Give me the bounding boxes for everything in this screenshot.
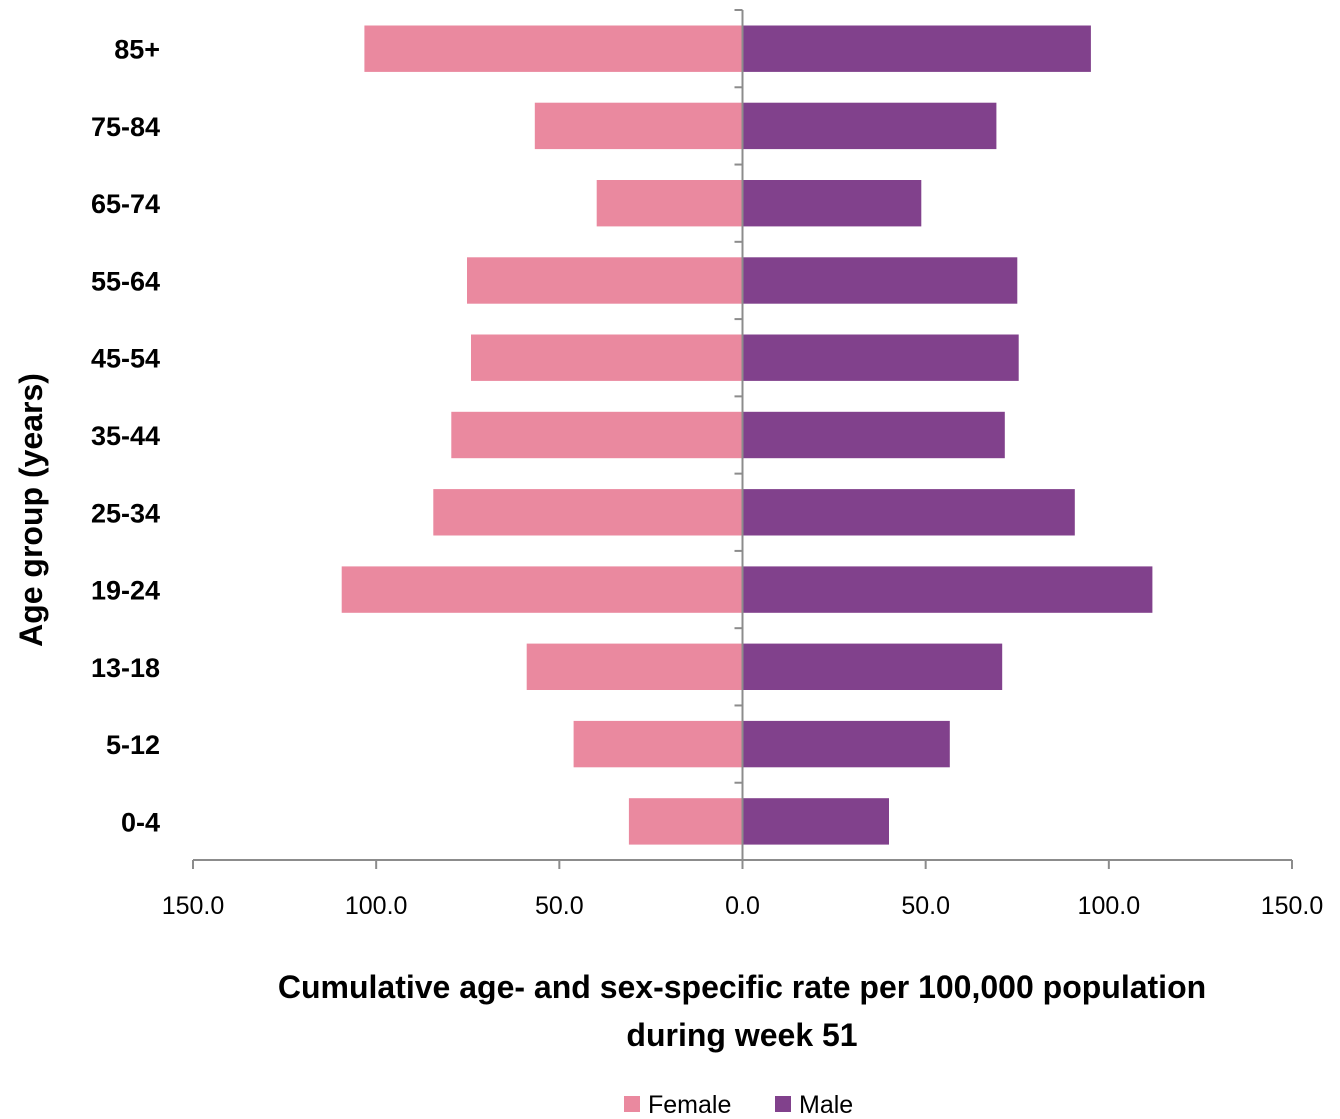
bar-female-19-24 [341, 566, 743, 613]
bar-female-45-54 [471, 334, 743, 381]
bar-female-55-64 [467, 257, 743, 304]
category-label: 85+ [114, 35, 160, 65]
bar-female-13-18 [526, 643, 743, 690]
bar-female-35-44 [451, 411, 743, 459]
x-tick-label: 0.0 [725, 892, 760, 920]
legend: Female Male [624, 1091, 853, 1119]
bar-male-25-34 [742, 489, 1075, 536]
x-tick-label: 50.0 [535, 892, 584, 920]
category-label: 65-74 [91, 189, 160, 219]
x-tick-label: 100.0 [1078, 892, 1141, 920]
bar-female-25-34 [433, 489, 743, 536]
legend-swatch-female [624, 1096, 640, 1112]
bar-male-13-18 [742, 643, 1003, 690]
axes [192, 9, 1293, 869]
bar-male-65-74 [742, 180, 922, 227]
x-tick-label: 50.0 [901, 892, 950, 920]
category-label: 25-34 [91, 498, 160, 528]
y-axis-title: Age group (years) [13, 373, 49, 647]
bar-male-45-54 [742, 334, 1019, 381]
legend-label-female: Female [648, 1091, 731, 1119]
legend-swatch-male [775, 1096, 791, 1112]
bar-female-65-74 [596, 180, 743, 227]
bar-female-0-4 [628, 798, 743, 845]
x-tick-label: 150.0 [162, 892, 225, 920]
category-label: 75-84 [91, 112, 160, 142]
category-label: 45-54 [91, 344, 160, 374]
legend-label-male: Male [799, 1091, 853, 1119]
x-axis-title-line-2: during week 51 [626, 1017, 857, 1053]
x-tick-label: 100.0 [345, 892, 408, 920]
bar-female-85+ [364, 25, 743, 72]
bar-male-85+ [742, 25, 1091, 72]
category-label: 5-12 [106, 730, 160, 760]
bar-female-5-12 [573, 720, 743, 768]
x-axis-title-line-1: Cumulative age- and sex-specific rate pe… [278, 969, 1206, 1005]
category-labels: 85+ 75-84 65-74 55-64 45-54 35-44 25-34 19-24 13… [91, 35, 160, 838]
bar-female-75-84 [534, 102, 743, 150]
x-tick-label: 150.0 [1261, 892, 1324, 920]
bar-male-75-84 [742, 102, 997, 150]
bar-male-19-24 [742, 566, 1153, 613]
category-label: 0-4 [121, 807, 160, 837]
bar-male-35-44 [742, 411, 1005, 459]
category-label: 55-64 [91, 267, 160, 297]
x-tick-labels: 150.0 100.0 50.0 0.0 50.0 100.0 150.0 [162, 892, 1324, 920]
category-label: 35-44 [91, 421, 160, 451]
bar-male-55-64 [742, 257, 1018, 304]
category-label: 13-18 [91, 653, 160, 683]
category-label: 19-24 [91, 576, 160, 606]
bar-male-5-12 [742, 720, 950, 768]
bar-male-0-4 [742, 798, 889, 845]
bars-layer [341, 25, 1153, 845]
